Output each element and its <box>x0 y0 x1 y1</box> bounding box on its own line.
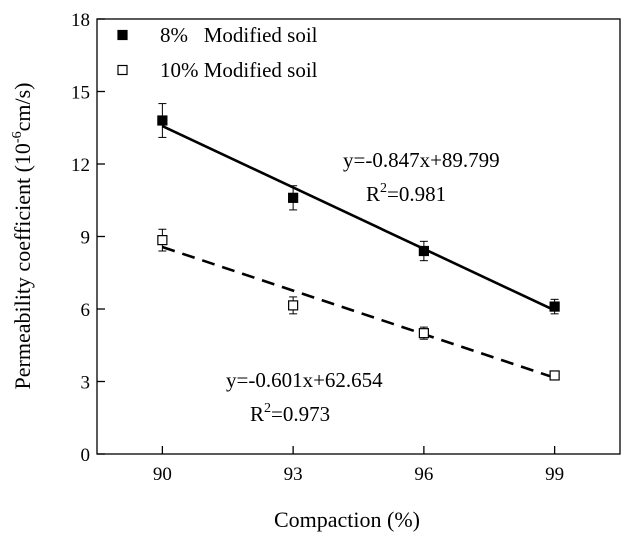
fit-line-series-0 <box>161 124 556 312</box>
data-marks <box>157 103 560 381</box>
y-tick-label: 15 <box>71 83 90 104</box>
y-tick-label: 6 <box>81 300 91 321</box>
eq-10pct: y=-0.601x+62.654 <box>226 368 383 392</box>
x-tick-label: 93 <box>284 464 303 485</box>
y-axis-title: Permeability coefficient (10-6cm/s) <box>10 83 35 390</box>
point-marker <box>418 245 429 257</box>
point-marker <box>288 192 299 203</box>
point-marker <box>549 370 560 381</box>
data-point-series-1 <box>418 326 429 340</box>
fit-lines <box>161 124 556 379</box>
legend-label-series-0: 8% Modified soil <box>160 23 318 47</box>
data-point-series-1 <box>157 228 168 252</box>
x-axis-title: Compaction (%) <box>274 507 420 532</box>
y-tick-label: 9 <box>81 228 91 249</box>
legend-label-series-1: 10% Modified soil <box>160 58 318 82</box>
axes: 0 3 6 9 12 15 18 90 93 96 99 <box>71 10 621 485</box>
point-marker <box>157 115 168 126</box>
point-marker <box>288 300 299 311</box>
x-tick-label: 90 <box>153 464 172 485</box>
r2-10pct: R2=0.973 <box>250 401 330 426</box>
y-tick-label: 18 <box>71 10 90 31</box>
data-point-series-1 <box>549 370 560 381</box>
point-marker <box>549 301 560 312</box>
fit-line-series-1 <box>161 245 556 379</box>
data-point-series-0 <box>157 103 168 138</box>
eq-8pct: y=-0.847x+89.799 <box>343 148 500 172</box>
point-marker <box>157 235 168 246</box>
data-point-series-1 <box>288 296 299 315</box>
r2-8pct: R2=0.981 <box>366 181 446 206</box>
x-tick-label: 96 <box>414 464 433 485</box>
data-point-series-0 <box>549 298 560 315</box>
point-marker <box>418 328 429 339</box>
data-point-series-0 <box>288 185 299 211</box>
data-point-series-0 <box>418 240 429 262</box>
legend-marker-series-1 <box>117 64 128 76</box>
legend: 8% Modified soil 10% Modified soil <box>117 23 318 82</box>
y-tick-label: 0 <box>81 445 91 466</box>
x-tick-label: 99 <box>545 464 564 485</box>
legend-marker-series-0 <box>117 29 128 41</box>
y-tick-label: 12 <box>71 155 90 176</box>
y-tick-label: 3 <box>81 373 91 394</box>
